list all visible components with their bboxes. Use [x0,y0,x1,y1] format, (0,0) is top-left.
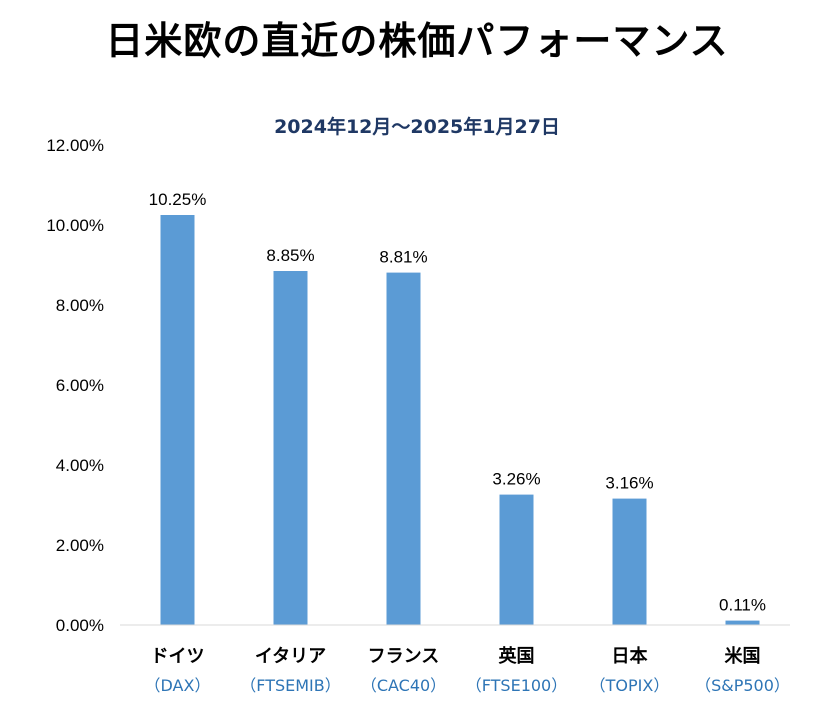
category-sublabel: （DAX） [145,676,211,695]
bar-3 [499,494,534,625]
y-axis: 0.00% 2.00% 4.00% 6.00% 8.00% 10.00% 12.00% [46,136,104,635]
category-sublabel: （S&P500） [695,676,790,695]
bar-1 [273,271,308,625]
bar-5 [725,620,760,625]
y-tick-label: 10.00% [46,216,104,235]
y-tick-label: 12.00% [46,136,104,155]
category-label: 英国 [498,645,535,667]
category-label: 米国 [725,645,761,667]
y-tick-label: 0.00% [56,616,104,635]
x-axis: ドイツ （DAX） イタリア （FTSEMIB） フランス （CAC40） 英国 （FTSE1… [120,624,790,695]
chart-title: 日米欧の直近の株価パフォーマンス [105,19,729,63]
category-sublabel: （CAC40） [361,676,446,695]
bar-2 [386,272,421,625]
category-label: ドイツ [151,646,205,667]
data-labels-group: 10.25% 8.85% 8.81% 3.26% 3.16% 0.11% [149,190,766,615]
bar-0 [160,215,195,625]
category-label: 日本 [612,645,648,667]
data-label: 0.11% [719,596,766,615]
category-label: フランス [368,646,440,667]
y-tick-label: 2.00% [56,536,104,555]
data-label: 3.26% [492,470,540,489]
bars-group [160,215,760,625]
bar-4 [612,498,647,625]
data-label: 8.81% [379,248,427,267]
category-sublabel: （FTSE100） [466,676,568,695]
category-sublabel: （TOPIX） [590,676,670,695]
y-tick-label: 8.00% [56,296,104,315]
y-tick-label: 4.00% [56,456,104,475]
data-label: 8.85% [266,246,314,265]
category-sublabel: （FTSEMIB） [240,676,340,695]
data-label: 3.16% [605,474,653,493]
category-label: イタリア [255,646,326,667]
chart-subtitle: 2024年12月～2025年1月27日 [274,116,560,138]
y-tick-label: 6.00% [56,376,104,395]
data-label: 10.25% [149,190,207,209]
